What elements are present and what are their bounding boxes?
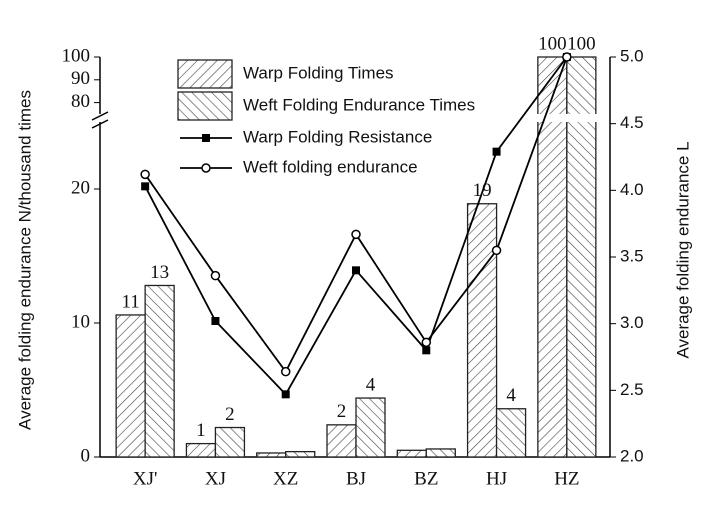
line-marker (492, 147, 501, 156)
line-marker (210, 270, 221, 281)
value-label: 1 (196, 420, 206, 441)
line-marker (141, 182, 150, 191)
legend-marker (201, 163, 211, 173)
line-marker (491, 245, 502, 256)
bar (466, 203, 498, 458)
bar (115, 314, 146, 458)
y-tick-label: 80 (71, 91, 90, 112)
x-tick-label: XZ (273, 468, 298, 489)
y-tick-label: 90 (71, 68, 90, 89)
value-label: 100 (538, 33, 567, 54)
bar (355, 397, 386, 458)
y-tick-label: 100 (62, 45, 91, 66)
x-tick-label: BJ (346, 468, 366, 489)
axis-break (91, 119, 109, 129)
bar (396, 449, 427, 458)
y2-tick-label: 4.5 (620, 113, 644, 132)
value-label: 4 (506, 385, 516, 406)
value-label: 100 (567, 33, 596, 54)
line-marker (421, 337, 432, 348)
y2-tick-label: 3.5 (620, 246, 644, 265)
legend-label: Weft folding endurance (243, 157, 418, 176)
bar-break (565, 114, 597, 122)
y2-tick-label: 2.5 (620, 380, 644, 399)
y2-tick-label: 3.0 (620, 313, 644, 332)
y2-tick-label: 2.0 (620, 446, 644, 465)
bar (566, 56, 597, 458)
x-tick-label: HZ (554, 468, 579, 489)
bar (495, 408, 527, 458)
legend-label: Warp Folding Resistance (243, 127, 432, 146)
line-marker (281, 390, 290, 399)
legend-label: Warp Folding Times (243, 63, 394, 82)
y-tick-label: 10 (71, 311, 90, 332)
legend-marker (202, 134, 210, 142)
value-label: 2 (337, 401, 347, 422)
value-label: 4 (366, 374, 376, 395)
bar (144, 284, 175, 458)
y-tick-label: 20 (71, 177, 90, 198)
legend-swatch (177, 91, 233, 121)
x-tick-label: XJ (205, 468, 226, 489)
legend-swatch (177, 59, 233, 89)
bar (185, 442, 217, 458)
legend-label: Weft Folding Endurance Times (243, 95, 475, 114)
bar (285, 450, 316, 458)
bar-break (536, 114, 568, 122)
y-tick-label: 0 (81, 445, 91, 466)
x-tick-label: BZ (414, 468, 438, 489)
value-label: 2 (225, 404, 235, 425)
line-marker (140, 169, 150, 180)
line-marker (211, 317, 220, 325)
bar (214, 426, 246, 458)
y-axis-label: Average folding endurance N/thousand tim… (15, 90, 34, 430)
bar (256, 452, 287, 458)
bar (425, 448, 456, 458)
y2-axis-label: Average folding endurance L (673, 141, 692, 358)
value-label: 13 (150, 262, 169, 283)
line-marker (351, 229, 361, 240)
axis-break (91, 111, 109, 121)
y2-tick-label: 5.0 (620, 46, 644, 65)
value-label: 11 (121, 291, 139, 312)
line-marker (562, 52, 572, 62)
y2-tick-label: 4.0 (620, 180, 644, 199)
x-tick-label: XJ' (133, 468, 158, 489)
bar (326, 424, 357, 458)
line-marker (422, 346, 431, 355)
line-marker (352, 266, 360, 275)
line-marker (280, 366, 291, 377)
x-tick-label: HJ (486, 468, 507, 489)
